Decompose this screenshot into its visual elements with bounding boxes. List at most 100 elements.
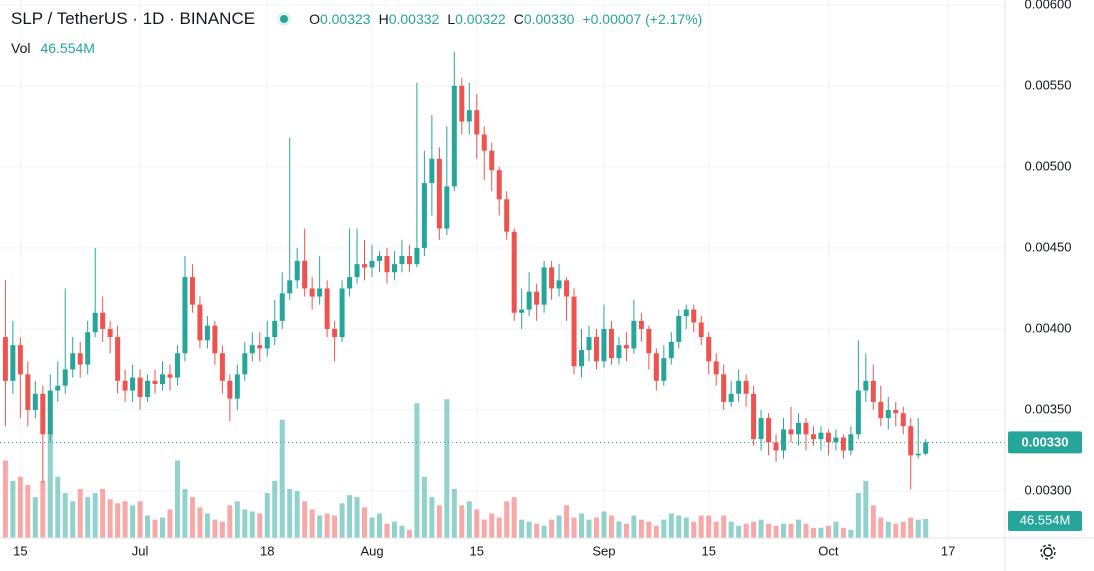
candle-body	[698, 322, 704, 338]
volume-bar	[302, 501, 308, 538]
volume-bar	[511, 497, 517, 538]
grid	[0, 0, 1005, 538]
candle-body	[391, 264, 397, 273]
volume-bar	[608, 515, 614, 538]
candle-body	[174, 353, 180, 378]
volume-bar	[878, 517, 884, 538]
candle-body	[825, 432, 831, 443]
candle-body	[511, 231, 517, 313]
volume-bar	[803, 523, 809, 538]
candle-body	[332, 328, 338, 338]
candle-body	[2, 337, 8, 381]
volume-bar	[459, 505, 465, 538]
candle-body	[294, 260, 300, 281]
y-tick-label: 0.00300	[1025, 482, 1072, 497]
volume-bar	[249, 511, 255, 538]
ohlc-item: O0.00323	[309, 11, 371, 27]
volume-bar	[399, 525, 405, 538]
ohlc-item: C0.00330	[514, 11, 575, 27]
candle-body	[840, 437, 846, 451]
ohlc-value: 0.00330	[523, 11, 575, 27]
candle-body	[421, 183, 427, 248]
candle-body	[908, 426, 914, 456]
volume-bar	[421, 476, 427, 538]
candle-body	[623, 345, 629, 349]
volume-bar	[885, 521, 891, 538]
volume-bar	[444, 399, 450, 538]
candle-body	[384, 256, 390, 273]
candle-body	[182, 277, 188, 354]
legend-header: SLP / TetherUS · 1D · BINANCE O0.00323 H 0…	[11, 9, 702, 29]
candle-body	[489, 150, 495, 171]
volume-label: Vol	[11, 40, 31, 56]
volume-bar	[810, 527, 816, 538]
volume-bar	[549, 519, 555, 538]
volume-bar	[848, 529, 854, 538]
candle-body	[264, 337, 270, 349]
volume-bar	[167, 509, 173, 538]
volume-bar	[519, 519, 525, 538]
candle-body	[369, 260, 375, 268]
x-tick-label: 17	[941, 543, 955, 558]
settings-icon-teeth	[1040, 544, 1056, 560]
volume-bar	[631, 515, 637, 538]
candle-body	[653, 353, 659, 381]
volume-bar	[436, 505, 442, 538]
candle-body	[242, 353, 248, 375]
volume-bar	[17, 476, 23, 538]
ohlc-label: L	[447, 11, 456, 27]
candle-body	[893, 409, 899, 414]
volume-bar	[489, 513, 495, 538]
volume-bar	[466, 501, 472, 538]
volume-bar	[840, 527, 846, 538]
volume-bar	[197, 507, 203, 538]
candle-body	[227, 380, 233, 399]
ohlc-label: O	[309, 11, 320, 27]
volume-bar	[646, 521, 652, 538]
x-tick-label: 15	[470, 543, 484, 558]
candle-body	[197, 304, 203, 341]
candle-body	[504, 199, 510, 232]
volume-bar	[85, 497, 91, 538]
volume-bar	[474, 509, 480, 538]
candle-body	[85, 332, 91, 365]
candle-body	[62, 369, 68, 386]
volume-bar	[122, 501, 128, 538]
volume-bar	[107, 499, 113, 538]
candle-body	[496, 170, 502, 200]
candle-body	[608, 328, 614, 359]
candle-body	[743, 380, 749, 394]
candle-body	[668, 341, 674, 359]
candle-body	[616, 345, 622, 359]
last-price-tag	[1008, 431, 1082, 454]
candle-body	[818, 432, 824, 440]
candle-body	[459, 85, 465, 122]
candle-body	[347, 277, 353, 289]
y-tick-label: 0.00450	[1025, 239, 1072, 254]
settings-icon[interactable]	[1040, 544, 1056, 560]
candle-body	[788, 429, 794, 435]
volume-value: 46.554M	[40, 40, 95, 56]
volume-bar	[40, 480, 46, 538]
volume-bar	[541, 525, 547, 538]
candle-body	[324, 288, 330, 329]
volume-bar	[32, 497, 38, 538]
candle-body	[586, 337, 592, 351]
volume-bar	[818, 527, 824, 538]
candle-body	[287, 280, 293, 294]
ohlc-value: 0.00322	[455, 11, 506, 27]
candle-body	[766, 418, 772, 443]
candle-body	[436, 158, 442, 229]
candle-body	[870, 380, 876, 402]
volume-tag	[1008, 510, 1082, 531]
ohlc-label: H	[378, 11, 389, 27]
volume-bar	[227, 505, 233, 538]
market-status[interactable]	[277, 12, 292, 26]
volume-bar	[354, 497, 360, 538]
symbol-title: SLP / TetherUS · 1D · BINANCE	[11, 9, 256, 28]
volume-bar	[736, 525, 742, 538]
volume-bar	[504, 501, 510, 538]
volume-bar	[855, 493, 861, 538]
volume-bar	[676, 515, 682, 538]
last-price-label: 0.00330	[1022, 434, 1069, 449]
